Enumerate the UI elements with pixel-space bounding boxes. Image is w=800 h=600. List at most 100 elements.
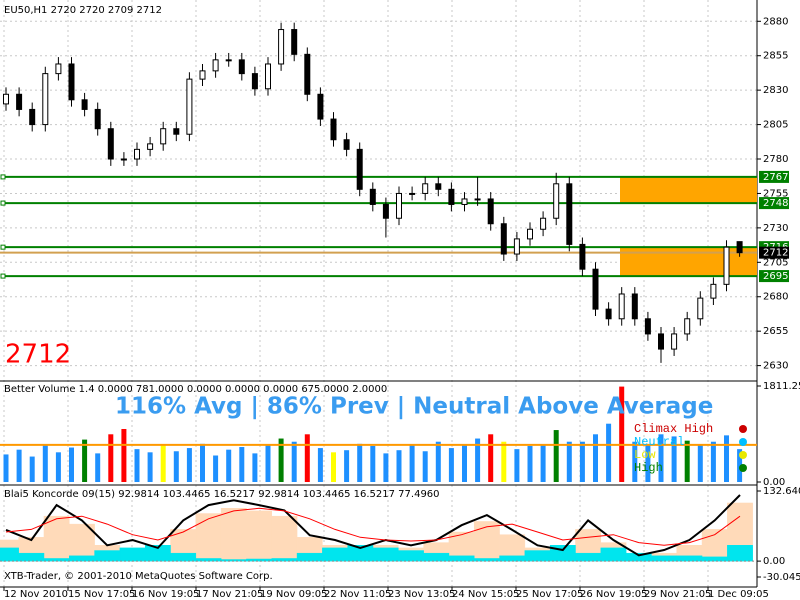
y-tick-label: 2705 [763, 257, 788, 268]
volume-bar [69, 447, 74, 482]
candle-body [343, 139, 350, 150]
legend-dot [739, 464, 747, 472]
volume-bar [291, 441, 297, 482]
volume-bar [147, 452, 153, 482]
candle-body [68, 63, 75, 101]
legend-text: Low [634, 448, 656, 462]
candle-body [356, 148, 363, 190]
x-tick-label: 16 Nov 19:05 [132, 589, 199, 600]
koncorde-bar [398, 550, 424, 562]
volume-bar [331, 452, 336, 482]
candle-body [540, 217, 547, 230]
candle-body [736, 241, 743, 254]
volume-bar [671, 436, 677, 482]
candle-body [382, 203, 389, 219]
koncorde-bar [448, 555, 475, 562]
y-tick-label: 2780 [763, 154, 788, 165]
candle-body [16, 93, 23, 110]
koncorde-bar [94, 550, 121, 562]
koncorde-bar [727, 545, 753, 562]
volume-bar [239, 447, 245, 482]
koncorde-bar [119, 547, 146, 562]
koncorde-line [5, 494, 741, 557]
level-label-box [759, 170, 789, 183]
volume-bar [173, 451, 179, 482]
x-tick-label: 29 Nov 21:05 [644, 589, 711, 600]
candle-body [186, 78, 193, 135]
x-tick-label: 12 Nov 2010 [4, 589, 68, 600]
x-tick-label: 23 Nov 13:05 [388, 589, 455, 600]
candle-body [42, 73, 49, 126]
candle-body [527, 228, 533, 240]
volume-bar [737, 449, 743, 482]
volume-bar [632, 441, 638, 482]
candle-body [147, 143, 154, 150]
volume-bar [514, 449, 520, 482]
koncorde-bar [499, 555, 526, 562]
koncorde-bar [220, 508, 247, 562]
candle-body [422, 183, 429, 194]
volume-bar [579, 441, 585, 482]
candle-body [579, 243, 586, 270]
volume-bar [265, 444, 271, 482]
candle-body [107, 128, 114, 160]
volume-title: Better Volume 1.4 0.0000 781.0000 0.0000… [4, 384, 387, 395]
level-label-box [759, 270, 789, 283]
volume-bar [3, 454, 9, 482]
legend-text: Climax High [634, 422, 713, 436]
volume-bar [42, 444, 48, 482]
price-label-box [759, 246, 789, 259]
x-tick-label: 22 Nov 11:05 [324, 589, 391, 600]
candle-body [29, 108, 36, 126]
level-label: 2767 [763, 172, 788, 183]
volume-bar [29, 456, 35, 482]
candle-body [644, 318, 651, 335]
volume-bar [134, 449, 140, 482]
y-tick-label: 2805 [763, 120, 788, 131]
koncorde-bar [195, 513, 222, 562]
candle-body [605, 308, 612, 320]
legend-text: Neutral [634, 435, 684, 449]
candle-body [173, 128, 180, 135]
y-tick-label: 1811.25 [763, 381, 800, 392]
koncorde-bar [18, 552, 45, 562]
koncorde-bar [246, 558, 273, 562]
candle-body [55, 63, 62, 75]
candle-body [461, 198, 468, 205]
koncorde-bar [701, 529, 728, 562]
candle-body [684, 318, 691, 335]
koncorde-bar [246, 510, 273, 562]
koncorde-bar [69, 555, 95, 562]
level-handle [0, 273, 6, 279]
x-tick-label: 25 Nov 17:05 [516, 589, 583, 600]
koncorde-bar [473, 521, 500, 562]
volume-bar [645, 444, 651, 482]
level-label-box [759, 197, 789, 210]
y-tick-label: 2855 [763, 51, 788, 62]
volume-bar [160, 444, 166, 482]
zone [620, 247, 757, 277]
volume-bar [566, 441, 572, 482]
volume-bar [108, 434, 114, 482]
candle-body [723, 246, 730, 285]
volume-bar [724, 435, 729, 482]
volume-headline: 116% Avg | 86% Prev | Neutral Above Aver… [115, 394, 713, 420]
koncorde-bar [170, 552, 197, 562]
candle-body [566, 183, 573, 245]
volume-bar [540, 444, 546, 482]
volume-bar [619, 386, 625, 482]
volume-bar [186, 448, 192, 482]
volume-bar [226, 449, 232, 482]
volume-bar [344, 450, 350, 482]
volume-bar [593, 434, 598, 482]
y-tick-label: 2680 [763, 292, 788, 303]
volume-bar [475, 438, 481, 482]
y-tick-label: 2755 [763, 188, 788, 199]
candle-body [618, 293, 625, 320]
volume-bar [396, 450, 402, 482]
candle-body [396, 192, 402, 219]
koncorde-bar [473, 558, 500, 562]
volume-bar [383, 453, 389, 482]
